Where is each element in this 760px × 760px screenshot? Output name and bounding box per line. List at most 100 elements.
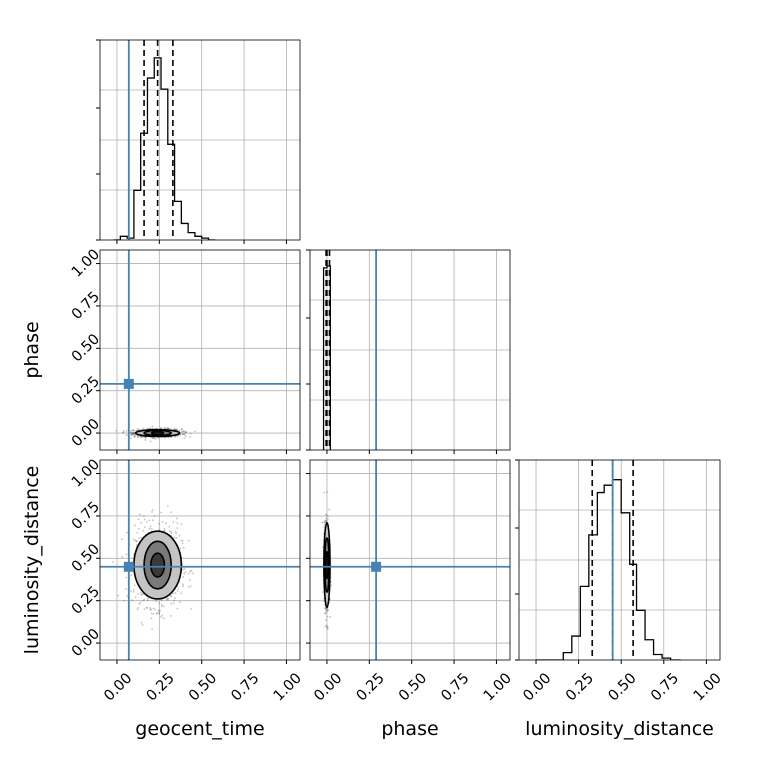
panel-frame [99,249,301,451]
sample-point [158,612,161,615]
sample-point [163,427,166,430]
sample-point [325,520,328,523]
sample-point [175,532,178,535]
sample-point [125,433,128,436]
sample-point [174,597,176,600]
sample-point [326,627,329,630]
sample-point [153,437,155,440]
truth-marker [123,378,134,389]
sample-point [158,602,161,604]
sample-point [180,428,183,431]
x-tick-label: 0.50 [606,670,640,704]
sample-point [141,599,144,602]
sample-point [157,609,160,612]
sample-point [160,603,163,606]
sample-point [188,578,191,581]
sample-point [136,608,139,611]
sample-point [170,602,173,605]
sample-point [325,619,328,621]
sample-point [322,591,325,594]
sample-point [140,536,143,539]
sample-point [156,612,159,615]
sample-point [149,607,152,609]
sample-point [326,626,328,629]
sample-point [160,616,163,618]
sample-point [183,432,186,435]
sample-point [324,612,326,615]
sample-point [176,517,178,520]
sample-point [132,429,135,432]
sample-point [324,607,327,610]
sample-point [155,612,158,615]
sample-point [144,436,147,439]
sample-point [139,591,142,594]
x-axis-label: luminosity_distance [525,718,714,740]
sample-point [140,593,143,596]
sample-point [184,431,187,434]
sample-point [182,583,185,586]
sample-point [170,595,172,597]
sample-point [167,427,170,430]
sample-point [161,614,163,617]
sample-point [175,428,178,431]
sample-point [135,540,138,542]
sample-point [137,518,140,521]
sample-point [184,571,187,573]
sample-point [163,527,166,530]
truth-marker [123,561,134,572]
sample-point [142,529,145,532]
sample-point [149,609,152,611]
sample-point [181,430,184,433]
sample-point [167,597,170,600]
sample-point [182,433,184,436]
sample-point [132,433,135,436]
sample-point [170,530,172,533]
sample-point [178,534,181,537]
sample-point [134,539,137,542]
contour-level [150,430,165,436]
sample-point [151,508,154,511]
sample-point [187,572,190,575]
sample-point [325,519,328,522]
sample-point [125,429,128,432]
sample-point [152,613,155,615]
sample-point [161,521,164,523]
sample-point [191,572,194,575]
sample-point [130,432,132,435]
sample-point [189,585,192,588]
sample-point [130,434,133,436]
sample-point [179,547,182,550]
x-tick-label: 0.25 [144,670,178,704]
sample-point [143,518,146,521]
sample-point [149,440,152,443]
sample-point [166,504,169,507]
sample-point [194,430,196,433]
x-tick-label: 0.75 [438,670,472,704]
sample-point [138,537,140,540]
x-tick-label: 0.75 [228,670,262,704]
sample-point [182,547,185,549]
sample-point [136,435,139,438]
sample-point [190,608,193,610]
sample-point [330,584,333,587]
sample-point [326,518,329,521]
contour-level [324,550,330,580]
histogram-step [113,57,216,240]
x-tick-label: 0.25 [563,670,597,704]
sample-point [149,525,152,528]
x-axis-label: geocent_time [135,718,264,740]
sample-point [172,521,175,524]
sample-point [324,625,327,628]
sample-point [170,511,173,514]
sample-point [152,607,155,610]
sample-point [152,437,154,440]
panel-geocent_time-vs-luminosity_distance: 0.00 0.25 0.50 0.75 1.00geocent_time0.000.25… [21,456,305,740]
x-tick-label: 0.00 [101,670,135,704]
sample-point [145,606,148,609]
sample-point [137,593,140,595]
sample-point [183,434,186,436]
sample-point [184,435,187,438]
sample-point [139,435,142,438]
sample-point [148,527,151,530]
sample-point [159,427,162,430]
